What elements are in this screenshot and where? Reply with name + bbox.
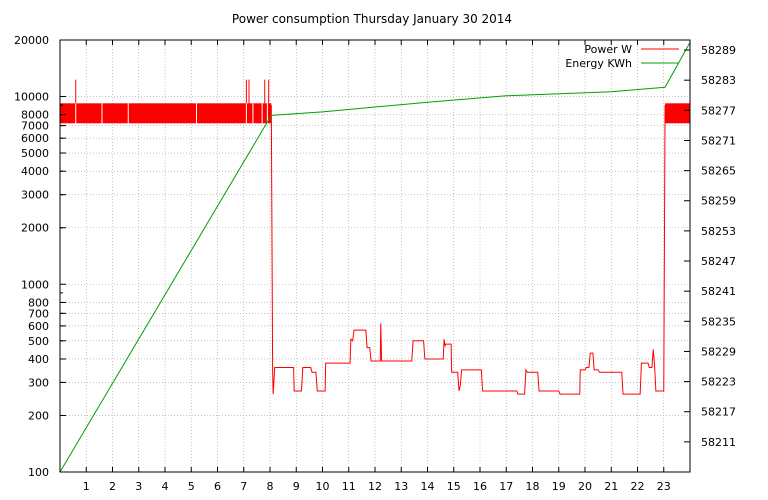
- y-tick-label: 500: [28, 335, 49, 348]
- x-tick-label: 13: [394, 480, 408, 493]
- y-tick-label: 800: [28, 296, 49, 309]
- ticks: 1 2 3 4 5 6 7 8 9 10 11 12 13 14 15 16 17 18 19 20 21 22 23100…: [14, 34, 736, 493]
- y2-tick-label: 58247: [701, 255, 736, 268]
- x-tick-label: 20: [578, 480, 592, 493]
- x-tick-label: 21: [604, 480, 618, 493]
- x-tick-label: 16: [473, 480, 487, 493]
- series-layer: [59, 42, 691, 473]
- x-tick-label: 22: [631, 480, 645, 493]
- y-tick-label: 3000: [21, 189, 49, 202]
- x-tick-label: 7: [240, 480, 247, 493]
- y2-tick-label: 58265: [701, 165, 736, 178]
- power-band-night: [60, 103, 272, 124]
- x-tick-label: 1: [83, 480, 90, 493]
- legend-label-energy: Energy KWh: [565, 57, 632, 70]
- x-tick-label: 2: [109, 480, 116, 493]
- y-tick-label: 7000: [21, 120, 49, 133]
- y2-tick-label: 58283: [701, 74, 736, 87]
- y2-tick-label: 58223: [701, 376, 736, 389]
- legend-label-power: Power W: [584, 43, 632, 56]
- x-tick-label: 9: [293, 480, 300, 493]
- x-tick-label: 5: [188, 480, 195, 493]
- y-tick-label: 200: [28, 409, 49, 422]
- y2-tick-label: 58271: [701, 134, 736, 147]
- x-tick-label: 3: [135, 480, 142, 493]
- y-tick-label: 600: [28, 320, 49, 333]
- y-tick-label: 300: [28, 376, 49, 389]
- y2-tick-label: 58229: [701, 345, 736, 358]
- y-tick-label: 8000: [21, 109, 49, 122]
- power-band-late: [665, 103, 690, 124]
- x-tick-label: 12: [368, 480, 382, 493]
- x-tick-label: 14: [421, 480, 435, 493]
- y2-tick-label: 58217: [701, 406, 736, 419]
- energy-line: [59, 42, 691, 473]
- y-tick-label: 10000: [14, 91, 49, 104]
- x-tick-label: 11: [342, 480, 356, 493]
- x-tick-label: 4: [162, 480, 169, 493]
- y-tick-label: 4000: [21, 165, 49, 178]
- y-tick-label: 100: [28, 466, 49, 479]
- y-tick-label: 2000: [21, 222, 49, 235]
- legend: Power W Energy KWh: [565, 43, 679, 70]
- y2-tick-label: 58241: [701, 285, 736, 298]
- x-tick-label: 17: [499, 480, 513, 493]
- power-line: [270, 105, 666, 395]
- x-tick-label: 19: [552, 480, 566, 493]
- y2-tick-label: 58253: [701, 225, 736, 238]
- y-tick-label: 5000: [21, 147, 49, 160]
- y2-tick-label: 58259: [701, 195, 736, 208]
- y-tick-label: 6000: [21, 132, 49, 145]
- x-tick-label: 6: [214, 480, 221, 493]
- y-tick-label: 400: [28, 353, 49, 366]
- y-tick-label: 1000: [21, 278, 49, 291]
- y-tick-label: 700: [28, 307, 49, 320]
- y2-tick-label: 58211: [701, 436, 736, 449]
- x-tick-label: 8: [267, 480, 274, 493]
- x-tick-label: 18: [526, 480, 540, 493]
- y2-tick-label: 58289: [701, 44, 736, 57]
- x-tick-label: 10: [316, 480, 330, 493]
- x-tick-label: 23: [657, 480, 671, 493]
- y2-tick-label: 58277: [701, 104, 736, 117]
- y-tick-label: 20000: [14, 34, 49, 47]
- y2-tick-label: 58235: [701, 315, 736, 328]
- x-tick-label: 15: [447, 480, 461, 493]
- chart-title: Power consumption Thursday January 30 20…: [232, 12, 512, 26]
